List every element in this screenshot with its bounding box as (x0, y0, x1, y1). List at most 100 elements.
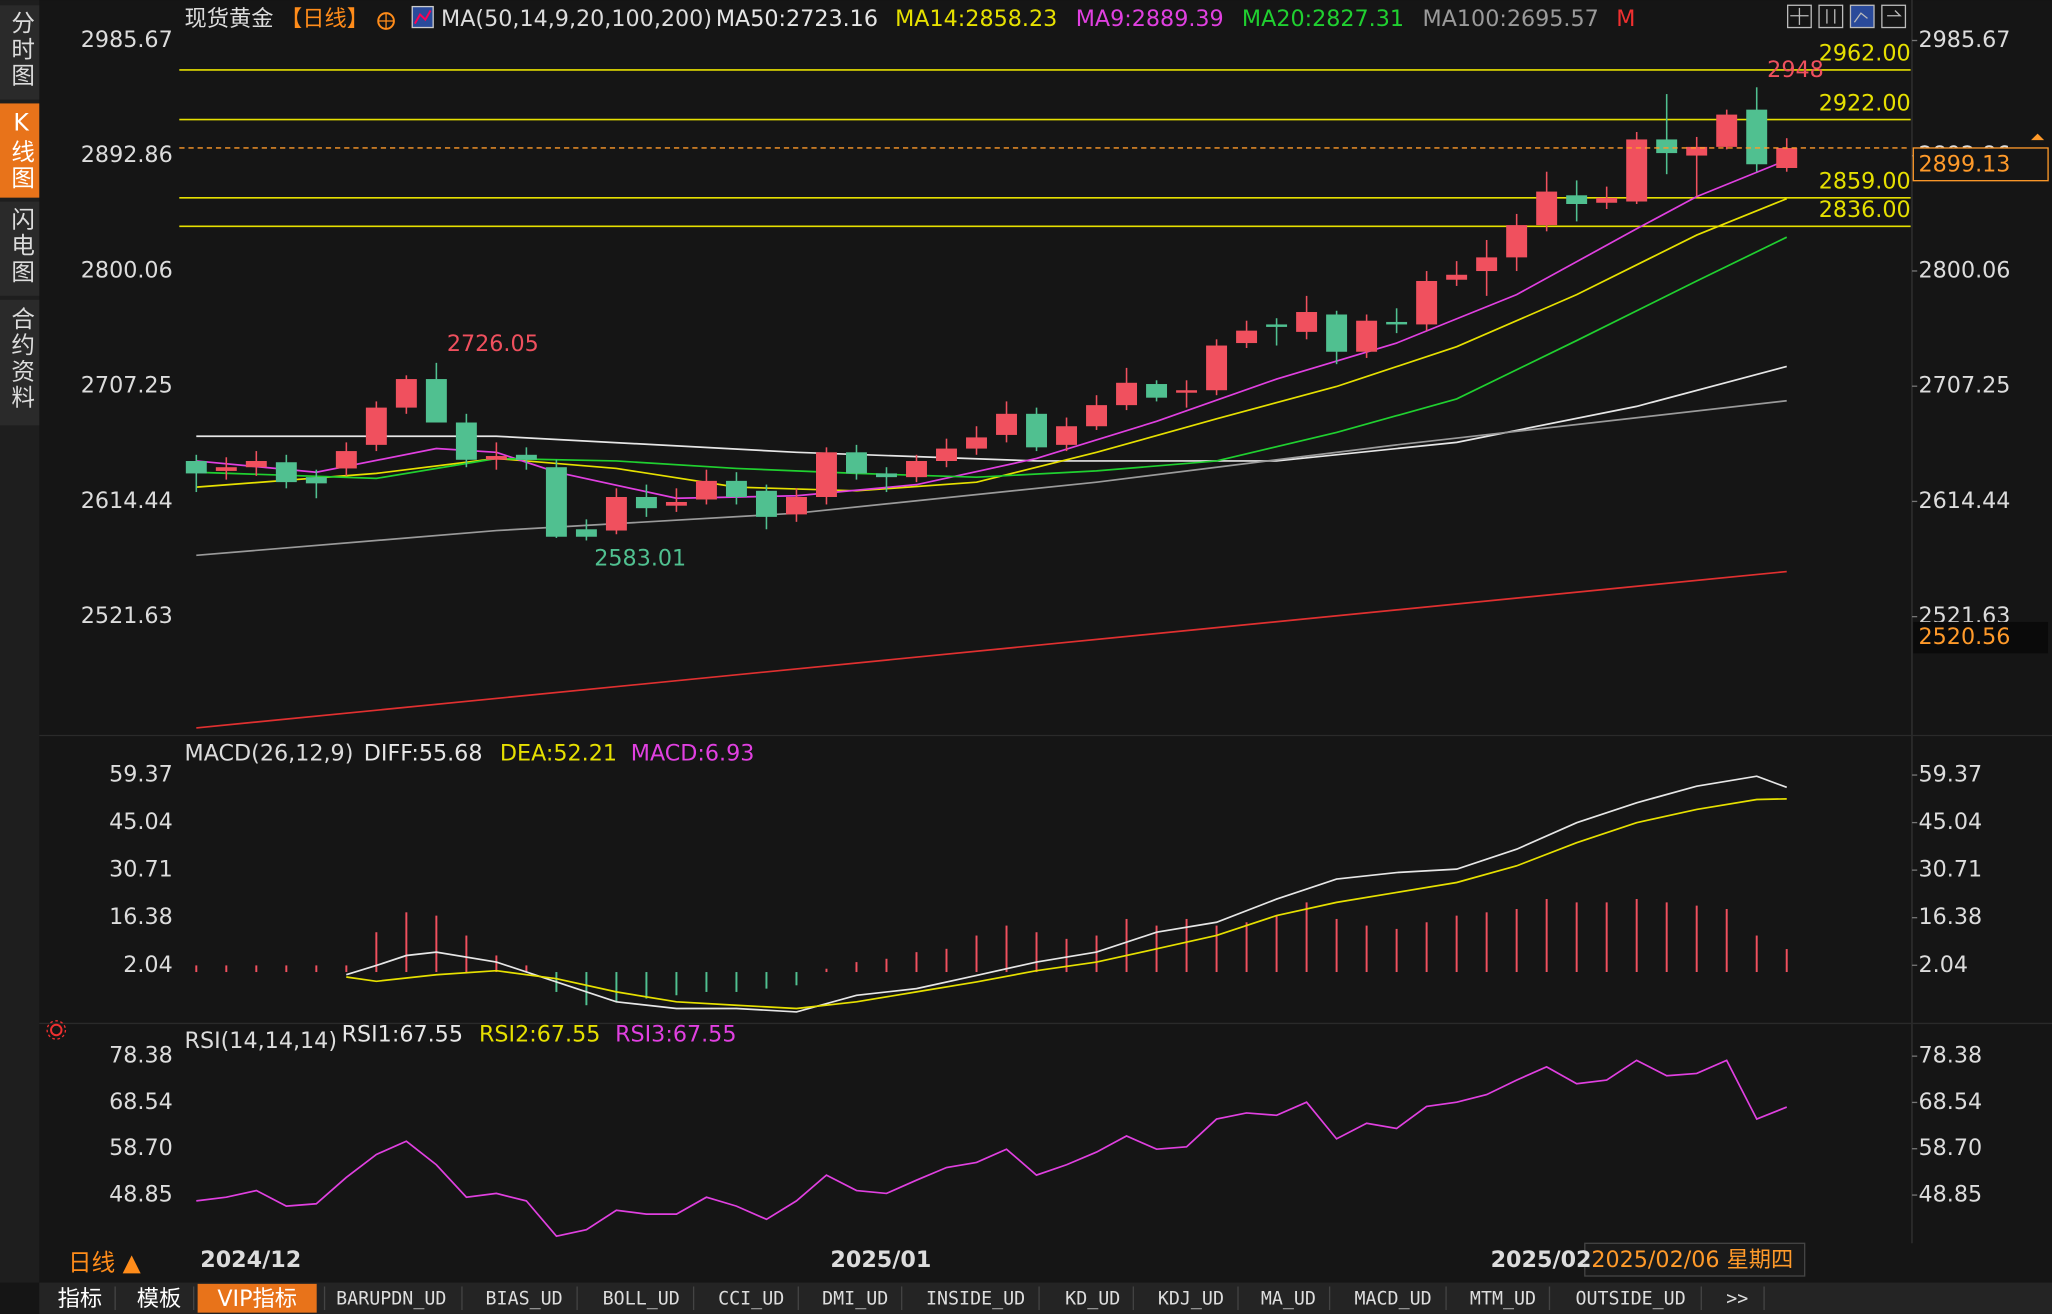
candle-body (996, 413, 1017, 435)
sidebar-tab[interactable]: 分时图 (7, 10, 35, 89)
tab-bg[interactable] (0, 201, 40, 296)
candle-body (1206, 345, 1228, 391)
y-tick-label-right: 45.04 (1919, 809, 1983, 835)
y-tick-label-right: 16.38 (1919, 904, 1983, 930)
toolbar-tab[interactable]: DMI_UD (822, 1289, 888, 1310)
y-tick-label-right: 2.04 (1919, 952, 1969, 978)
extreme-label: 2948 (1767, 57, 1824, 83)
candle-body (1686, 146, 1708, 156)
candle-body (1296, 312, 1318, 332)
y-tick-label: 78.38 (109, 1043, 173, 1069)
toolbar-tab[interactable]: VIP指标 (217, 1286, 297, 1312)
candle-body (1626, 139, 1648, 202)
candle-body (1356, 320, 1378, 352)
indicator-icon[interactable] (411, 5, 434, 29)
y-tick-label: 59.37 (109, 762, 173, 788)
flag: M (1616, 6, 1635, 32)
candle-body (305, 477, 327, 484)
add-icon[interactable] (377, 12, 395, 30)
candle-body (515, 454, 537, 460)
rsi-line (196, 1059, 1788, 1238)
toolbar-tab[interactable]: BIAS_UD (486, 1289, 563, 1310)
toolbar-tab[interactable]: BARUPDN_UD (336, 1289, 446, 1310)
toolbar-tab[interactable]: MACD_UD (1354, 1289, 1431, 1310)
candle-body (1446, 274, 1468, 280)
candle-body (1266, 324, 1288, 327)
price-line-label: 2836.00 (1819, 197, 1911, 223)
candle-body (605, 497, 627, 531)
candle-body (1416, 280, 1438, 325)
x-tick-label: 2025/01 (830, 1247, 931, 1273)
toolbar-tab[interactable]: CCI_UD (718, 1289, 784, 1310)
legend-item: MA9:2889.39 (1076, 6, 1224, 32)
candle-body (906, 461, 927, 478)
toolbar-tab-active[interactable] (197, 1283, 317, 1313)
tab-bg-active[interactable] (0, 103, 40, 198)
y-tick-label-right: 48.85 (1919, 1182, 1983, 1208)
candle-body (245, 461, 267, 468)
legend-item: RSI2:67.55 (479, 1022, 600, 1048)
toolbar-tab[interactable]: OUTSIDE_UD (1575, 1289, 1685, 1310)
toolbar-tab[interactable]: 指标 (58, 1286, 102, 1312)
tab-bg[interactable] (0, 5, 40, 100)
toolbar-tab[interactable]: KD_UD (1065, 1289, 1120, 1310)
legend-item: DIFF:55.68 (364, 740, 483, 766)
candle-body (485, 456, 507, 460)
legend-item: DEA:52.21 (500, 740, 617, 766)
y-tick-label-right: 30.71 (1919, 857, 1983, 883)
legend-item: MA50:2723.16 (716, 6, 878, 32)
candle-body (575, 529, 597, 537)
y-tick-label: 68.54 (109, 1089, 173, 1115)
toolbar-tab[interactable]: BOLL_UD (603, 1289, 680, 1310)
candle-body (846, 452, 867, 474)
candle-body (425, 379, 447, 423)
crosshair-date: 2025/02/06 星期四 (1591, 1247, 1793, 1273)
moving-average (196, 399, 1787, 557)
sidebar-tab[interactable]: 合约资料 (7, 306, 35, 411)
toolbar-tab[interactable]: INSIDE_UD (926, 1289, 1025, 1310)
candle-body (1026, 413, 1047, 448)
panel-title: RSI(14,14,14) (185, 1028, 337, 1054)
toolbar-tab[interactable]: 模板 (137, 1286, 181, 1312)
candle-body (1476, 257, 1498, 272)
y-tick-label-right: 2800.06 (1919, 257, 2011, 283)
legend-item: MACD:6.93 (631, 740, 755, 766)
candle-body (1116, 382, 1138, 406)
window-icons[interactable] (1786, 4, 1907, 29)
candle-body (635, 497, 657, 509)
y-tick-label: 16.38 (109, 904, 173, 930)
toolbar-tab[interactable]: KDJ_UD (1158, 1289, 1224, 1310)
candle-body (215, 467, 237, 471)
sidebar-tab[interactable]: K线图 (7, 109, 35, 192)
toolbar-tab[interactable]: MTM_UD (1470, 1289, 1536, 1310)
candle-body (1716, 114, 1738, 147)
y-tick-label: 2892.86 (81, 142, 173, 168)
price-line-label: 2962.00 (1819, 41, 1911, 67)
y-tick-label-right: 59.37 (1919, 762, 1983, 788)
toolbar-tab[interactable]: MA_UD (1261, 1289, 1316, 1310)
y-tick-label: 45.04 (109, 809, 173, 835)
period-toggle[interactable]: 日线 ▲ (68, 1249, 142, 1277)
y-tick-label-right: 2707.25 (1919, 373, 2011, 399)
y-tick-label: 2521.63 (81, 603, 173, 629)
candle-body (695, 480, 717, 500)
extreme-label: 2726.05 (447, 331, 539, 357)
candle-body (1506, 225, 1528, 258)
crosshair-box (1913, 621, 2049, 654)
moving-average (196, 570, 1787, 729)
y-tick-label-right: 58.70 (1919, 1135, 1983, 1161)
moving-average (196, 365, 1787, 462)
toolbar-tab[interactable]: >> (1726, 1289, 1748, 1310)
sidebar-tab[interactable]: 闪电图 (7, 207, 35, 286)
tab-bg[interactable] (0, 299, 40, 426)
candle-body (455, 422, 477, 460)
y-tick-label: 2985.67 (81, 27, 173, 53)
candle-body (1146, 384, 1168, 398)
x-tick-label: 2025/02 (1491, 1247, 1592, 1273)
y-tick-label: 30.71 (109, 857, 173, 883)
candle-body (545, 467, 567, 537)
price-line-label: 2859.00 (1819, 169, 1911, 195)
candle-body (785, 497, 807, 515)
